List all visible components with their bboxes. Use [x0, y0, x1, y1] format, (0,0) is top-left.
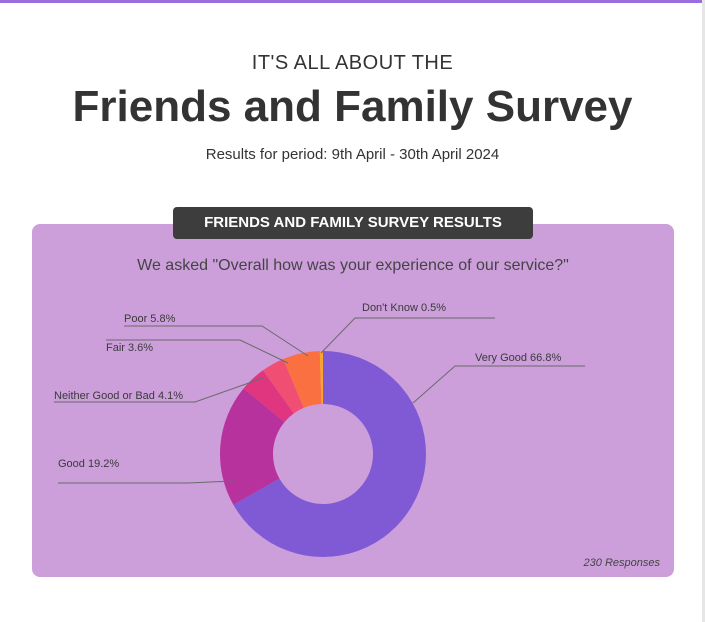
leader-line-fair [106, 339, 289, 364]
label-poor: Poor 5.8% [124, 313, 176, 325]
label-fair: Fair 3.6% [106, 342, 153, 354]
label-neither-good-or-bad: Neither Good or Bad 4.1% [54, 390, 183, 402]
page-edge [702, 0, 705, 622]
results-period: Results for period: 9th April - 30th Apr… [205, 146, 500, 163]
top-accent-bar [0, 0, 705, 3]
leader-line-poor [124, 325, 309, 357]
results-badge: FRIENDS AND FAMILY SURVEY RESULTS [173, 207, 533, 239]
page-title: Friends and Family Survey [72, 82, 633, 131]
survey-question: We asked "Overall how was your experienc… [137, 257, 569, 274]
slice-very-good [233, 351, 426, 557]
label-very-good: Very Good 66.8% [475, 352, 561, 364]
slice-poor [283, 351, 322, 408]
leader-line-good [58, 480, 234, 484]
label-don-t-know: Don't Know 0.5% [362, 302, 446, 314]
leader-line-very-good [412, 365, 585, 404]
slice-neither-good-or-bad [243, 370, 294, 423]
response-count: 230 Responses [583, 557, 660, 569]
slice-don-t-know [319, 351, 323, 405]
leader-line-neither-good-or-bad [54, 377, 264, 403]
slice-good [220, 388, 285, 505]
slice-fair [262, 358, 304, 414]
leader-line-don-t-know [320, 317, 495, 354]
label-good: Good 19.2% [58, 458, 119, 470]
eyebrow-text: IT'S ALL ABOUT THE [251, 52, 454, 74]
